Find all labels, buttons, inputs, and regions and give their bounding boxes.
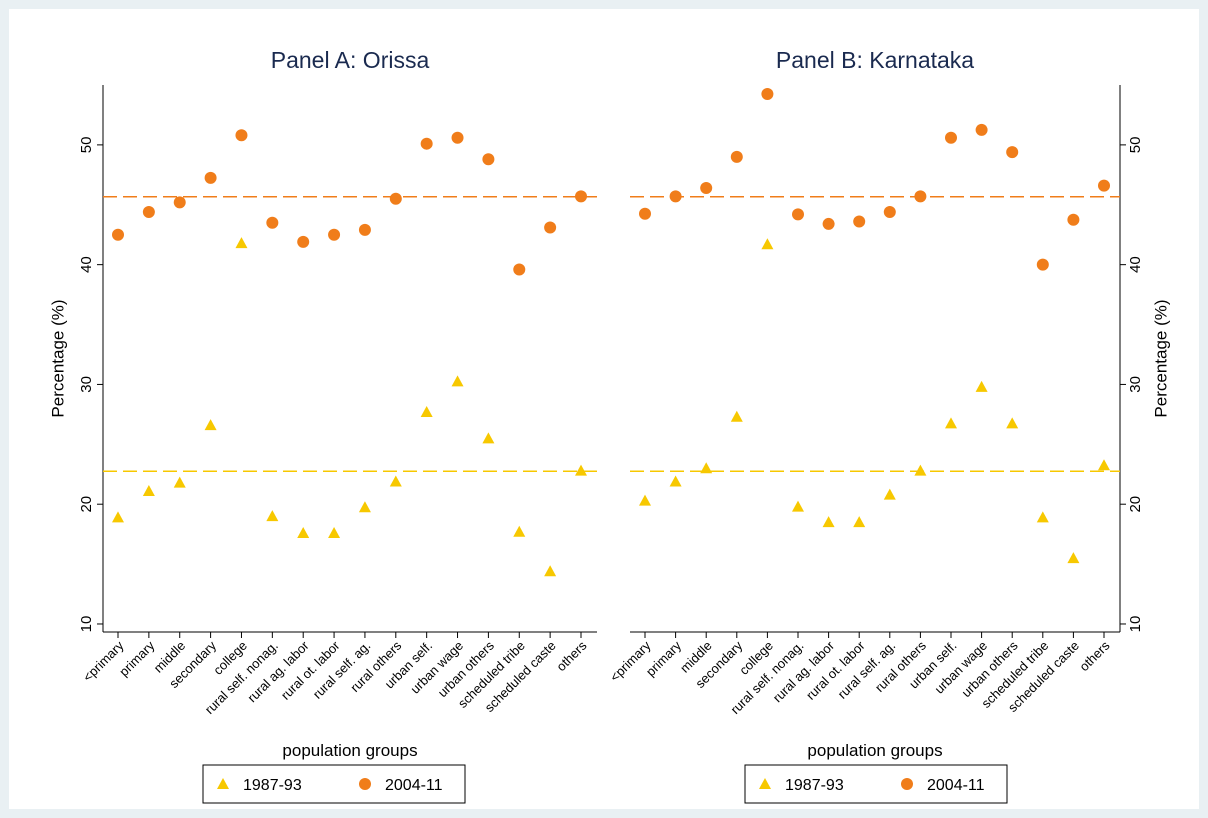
data-point bbox=[389, 192, 402, 205]
data-point bbox=[1098, 179, 1110, 192]
data-point bbox=[761, 87, 774, 100]
data-point bbox=[266, 216, 279, 229]
data-point bbox=[730, 410, 743, 422]
data-point bbox=[173, 476, 186, 488]
data-point bbox=[853, 516, 866, 528]
data-point bbox=[112, 511, 124, 523]
chart-title: Panel A: Orissa bbox=[271, 47, 430, 73]
data-point bbox=[639, 207, 651, 220]
y-axis-label: Percentage (%) bbox=[1151, 299, 1170, 417]
data-point bbox=[669, 190, 682, 203]
data-point bbox=[669, 475, 682, 487]
data-point bbox=[883, 205, 896, 218]
x-axis-label: population groups bbox=[282, 741, 417, 760]
y-tick-label: 50 bbox=[78, 137, 95, 154]
data-point bbox=[297, 235, 310, 248]
data-point bbox=[883, 488, 896, 500]
data-point bbox=[544, 221, 557, 234]
data-point bbox=[389, 475, 402, 487]
data-point bbox=[266, 510, 279, 522]
x-axis-label: population groups bbox=[807, 741, 942, 760]
y-tick-label: 30 bbox=[78, 376, 95, 393]
data-point bbox=[142, 485, 155, 497]
legend-label: 1987-93 bbox=[243, 777, 302, 794]
y-tick-label: 20 bbox=[1127, 496, 1144, 513]
data-point bbox=[451, 375, 464, 387]
data-point bbox=[730, 150, 743, 163]
legend-box bbox=[744, 764, 1008, 804]
legend-marker bbox=[759, 778, 771, 789]
data-point bbox=[1067, 552, 1080, 564]
y-tick-label: 10 bbox=[78, 616, 95, 633]
data-point bbox=[914, 464, 927, 476]
data-point bbox=[358, 223, 371, 236]
chart-title: Panel B: Karnataka bbox=[776, 47, 974, 73]
data-point bbox=[142, 205, 155, 218]
data-point bbox=[235, 129, 248, 142]
legend-label: 2004-11 bbox=[927, 777, 985, 794]
legend-marker bbox=[217, 778, 229, 789]
data-point bbox=[451, 131, 464, 144]
data-point bbox=[173, 196, 186, 209]
data-point bbox=[1006, 417, 1019, 429]
data-point bbox=[700, 462, 713, 474]
data-point bbox=[945, 417, 957, 429]
data-point bbox=[235, 237, 248, 249]
data-point bbox=[792, 500, 804, 512]
data-point bbox=[204, 171, 217, 184]
data-point bbox=[975, 123, 988, 136]
data-point bbox=[544, 565, 557, 577]
data-point bbox=[204, 419, 217, 431]
y-tick-label: 10 bbox=[1127, 616, 1144, 633]
data-point bbox=[358, 501, 371, 513]
data-point bbox=[513, 525, 526, 537]
legend-label: 2004-11 bbox=[385, 777, 443, 794]
data-point bbox=[297, 526, 310, 538]
data-point bbox=[112, 228, 124, 241]
data-point bbox=[639, 494, 651, 506]
data-point bbox=[1036, 258, 1049, 271]
y-tick-label: 50 bbox=[1127, 137, 1144, 154]
data-point bbox=[1067, 213, 1080, 226]
legend-marker bbox=[901, 778, 913, 790]
data-point bbox=[575, 464, 587, 476]
data-point bbox=[482, 432, 495, 444]
y-tick-label: 40 bbox=[78, 256, 95, 273]
data-point bbox=[513, 263, 526, 276]
legend-label: 1987-93 bbox=[785, 777, 844, 794]
data-point bbox=[1098, 459, 1110, 471]
y-tick-label: 30 bbox=[1127, 376, 1144, 393]
data-point bbox=[975, 380, 988, 392]
data-point bbox=[945, 131, 957, 144]
y-tick-label: 40 bbox=[1127, 256, 1144, 273]
data-point bbox=[328, 228, 341, 241]
data-point bbox=[1006, 146, 1019, 159]
data-point bbox=[822, 217, 835, 230]
data-point bbox=[1036, 511, 1049, 523]
y-tick-label: 20 bbox=[78, 496, 95, 513]
data-point bbox=[575, 190, 587, 203]
data-point bbox=[482, 153, 495, 166]
data-point bbox=[700, 182, 713, 195]
data-point bbox=[822, 516, 835, 528]
y-axis-label: Percentage (%) bbox=[48, 299, 67, 417]
data-point bbox=[420, 405, 433, 417]
data-point bbox=[761, 238, 774, 250]
data-point bbox=[914, 190, 927, 203]
legend-marker bbox=[359, 778, 371, 790]
legend-box bbox=[202, 764, 466, 804]
data-point bbox=[853, 215, 866, 228]
data-point bbox=[328, 526, 341, 538]
plot-region bbox=[9, 9, 1199, 809]
data-point bbox=[792, 208, 804, 221]
data-point bbox=[420, 137, 433, 150]
